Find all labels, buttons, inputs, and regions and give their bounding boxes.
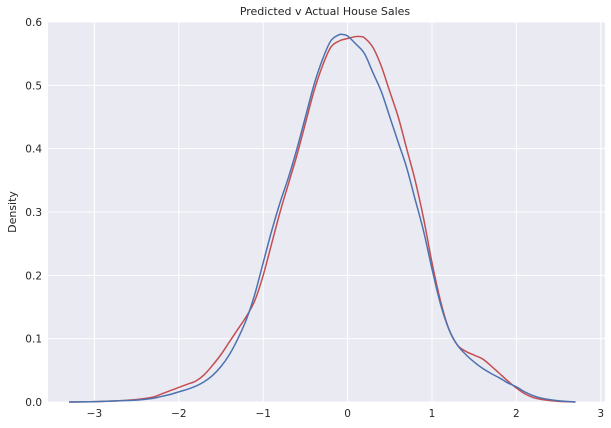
y-axis: 0.0 0.1 0.2 0.3 0.4 0.5 0.6 [25, 17, 42, 409]
y-axis-label: Density [6, 191, 19, 233]
y-tick-label: 0.0 [25, 397, 42, 409]
grid [48, 21, 605, 403]
y-tick-label: 0.1 [25, 334, 42, 346]
density-curve-red [69, 35, 576, 403]
density-curve-blue [69, 33, 576, 403]
y-tick-label: 0.6 [25, 17, 42, 29]
x-tick-label: 0 [344, 408, 351, 420]
y-tick-label: 0.5 [25, 80, 42, 92]
x-tick-label: −3 [87, 408, 102, 420]
chart-title: Predicted v Actual House Sales [240, 5, 411, 18]
x-tick-label: −1 [255, 408, 270, 420]
x-tick-label: 1 [429, 408, 436, 420]
x-tick-label: 3 [597, 408, 604, 420]
density-curves [69, 33, 576, 403]
y-tick-label: 0.2 [25, 270, 42, 282]
x-tick-label: 2 [513, 408, 520, 420]
x-axis: −3 −2 −1 0 1 2 3 [87, 408, 604, 420]
y-tick-label: 0.3 [25, 207, 42, 219]
x-tick-label: −2 [171, 408, 186, 420]
y-tick-label: 0.4 [25, 144, 42, 156]
